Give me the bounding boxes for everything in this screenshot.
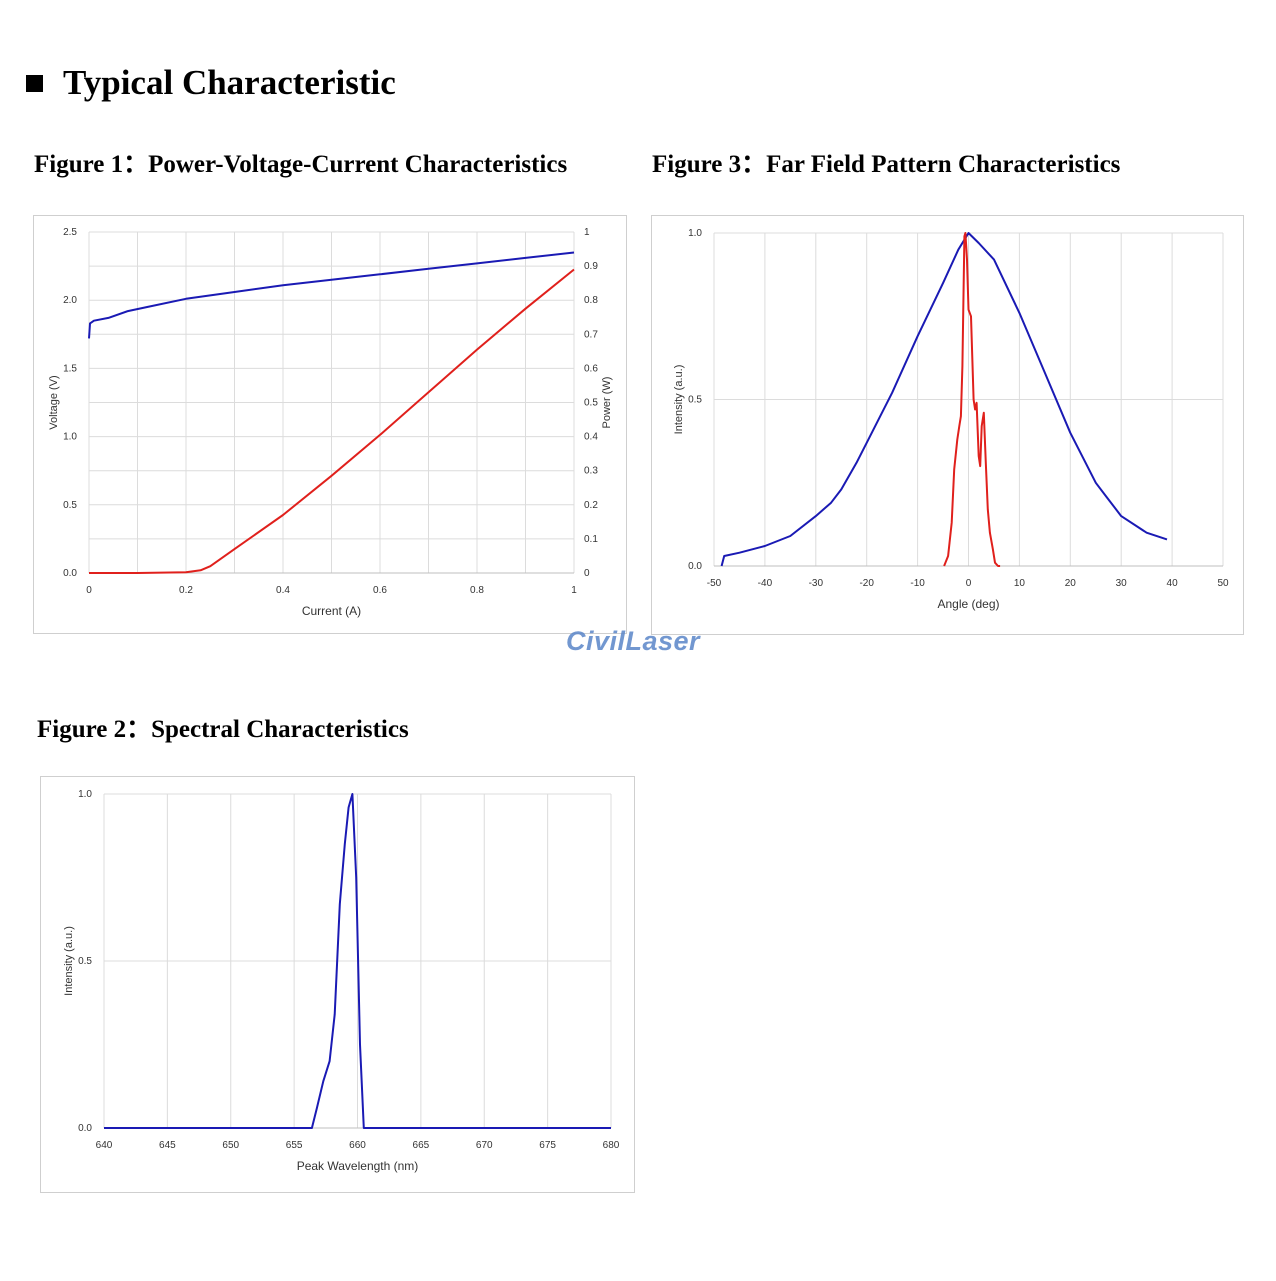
fig1-y-tick-label: 0.0 [63,568,77,579]
figure1-chart: 0 0.2 0.4 0.6 0.8 1 0.0 0.5 1.0 1.5 2.0 2.5 0 0.1 0.2 0… [48,227,613,618]
fig1-y-tick-label: 2.0 [63,295,77,306]
fig3-x-tick-label: -30 [809,578,824,589]
figure2-chart-frame: 640 645 650 655 660 665 670 675 680 0.0 0.5 1.0 Peak… [40,776,635,1193]
fig1-y2-tick-label: 0.7 [584,329,598,340]
fig3-x-tick-label: 0 [966,578,972,589]
figure1-title: Figure 1：Power-Voltage-Current Character… [34,151,568,178]
fig2-y-tick-label: 0.5 [78,956,92,967]
fig1-x-tick-label: 1 [571,585,577,596]
square-bullet-icon [26,74,43,92]
fig1-y-tick-label: 1.0 [63,432,77,443]
fig2-y-tick-label: 0.0 [78,1123,92,1134]
fig3-x-tick-label: -10 [910,578,925,589]
fig2-x-tick-label: 660 [349,1140,366,1151]
fig1-x-tick-label: 0.8 [470,585,484,596]
fig1-x-tick-label: 0 [86,585,92,596]
fig2-x-axis-label: Peak Wavelength (nm) [297,1159,419,1173]
fig1-y-tick-label: 2.5 [63,227,77,238]
fig3-series-1-line [720,232,1168,567]
fig3-y-axis-label: Intensity (a.u.) [673,365,685,435]
fig1-y2-tick-label: 0.1 [584,534,598,545]
fig3-x-tick-label: 10 [1014,578,1026,589]
fig1-x-axis-label: Current (A) [302,604,361,618]
fig1-y2-tick-label: 0 [584,568,590,579]
fig1-x-tick-label: 0.2 [179,585,193,596]
fig3-y-tick-label: 0.5 [688,395,702,406]
fig1-y2-axis-label: Power (W) [601,377,613,429]
fig2-y-tick-label: 1.0 [78,789,92,800]
fig1-y2-tick-label: 0.5 [584,398,598,409]
fig1-y-axis-label: Voltage (V) [48,375,60,429]
figure1-chart-frame: 0 0.2 0.4 0.6 0.8 1 0.0 0.5 1.0 1.5 2.0 2.5 0 0.1 0.2 0… [33,215,627,634]
fig2-x-tick-label: 670 [476,1140,493,1151]
fig2-x-tick-label: 680 [603,1140,620,1151]
fig2-x-tick-label: 665 [413,1140,430,1151]
fig2-x-tick-label: 655 [286,1140,303,1151]
fig3-y-tick-label: 1.0 [688,228,702,239]
figure3-title: Figure 3：Far Field Pattern Characteristi… [652,151,1121,178]
fig2-x-tick-label: 645 [159,1140,176,1151]
figure2-title: Figure 2：Spectral Characteristics [37,716,409,743]
figure3-chart-frame: -50 -40 -30 -20 -10 0 10 20 30 40 50 0.0 0.5 1.0 Angle… [651,215,1244,635]
fig1-gridlines [88,231,575,574]
fig1-y2-tick-label: 0.8 [584,295,598,306]
fig1-y-tick-label: 1.5 [63,363,77,374]
watermark-logo: CivilLaser [566,626,701,656]
fig1-y2-tick-label: 0.9 [584,261,598,272]
fig3-x-tick-label: -50 [707,578,722,589]
fig3-x-tick-label: 40 [1167,578,1179,589]
fig1-x-tick-label: 0.4 [276,585,290,596]
fig1-y-tick-label: 0.5 [63,500,77,511]
figure2-chart: 640 645 650 655 660 665 670 675 680 0.0 0.5 1.0 Peak… [63,789,620,1173]
fig3-x-axis-label: Angle (deg) [937,597,999,611]
fig1-y2-tick-label: 0.4 [584,432,598,443]
fig1-y2-tick-label: 0.6 [584,363,598,374]
fig1-x-tick-label: 0.6 [373,585,387,596]
fig1-series-2-line [89,268,575,574]
fig3-series-2-line [943,232,1001,567]
fig3-y-tick-label: 0.0 [688,561,702,572]
figure3-chart: -50 -40 -30 -20 -10 0 10 20 30 40 50 0.0 0.5 1.0 Angle… [673,228,1229,611]
fig3-x-tick-label: 50 [1217,578,1229,589]
fig1-y2-tick-label: 1 [584,227,590,238]
fig3-x-tick-label: -40 [758,578,773,589]
fig2-x-tick-label: 640 [96,1140,113,1151]
fig1-y2-tick-label: 0.2 [584,500,598,511]
fig3-x-tick-label: 30 [1116,578,1128,589]
section-heading: Typical Characteristic [26,58,396,108]
fig2-x-tick-label: 675 [539,1140,556,1151]
fig1-y2-tick-label: 0.3 [584,466,598,477]
fig3-x-tick-label: -20 [859,578,874,589]
fig3-x-tick-label: 20 [1065,578,1077,589]
fig2-series-1-line [104,793,611,1129]
fig2-y-axis-label: Intensity (a.u.) [63,926,75,996]
fig1-series-1-line [88,251,575,339]
fig2-x-tick-label: 650 [222,1140,239,1151]
section-title: Typical Characteristic [63,63,396,102]
